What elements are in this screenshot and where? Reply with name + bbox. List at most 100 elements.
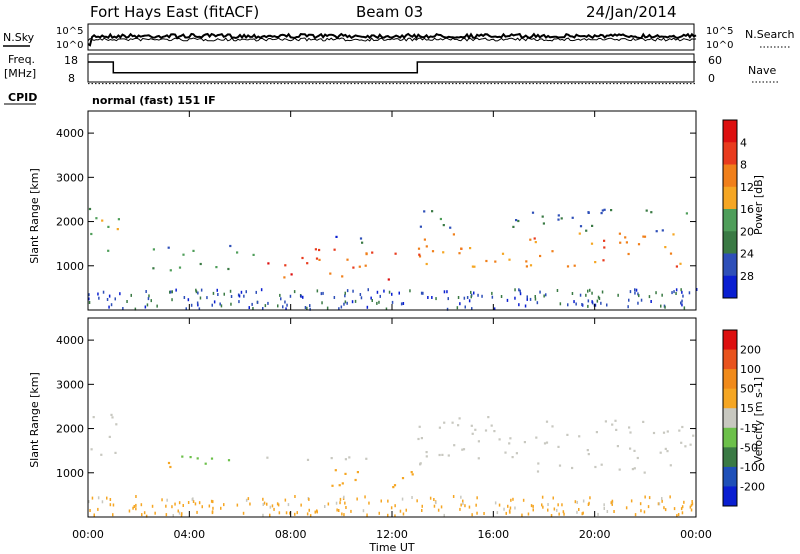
data-cell (477, 457, 480, 460)
data-cell (624, 236, 627, 239)
noise-cell (581, 303, 583, 306)
noise-cell (300, 294, 302, 298)
data-cell (371, 251, 374, 254)
data-cell (525, 265, 528, 268)
noise-cell (308, 497, 310, 501)
noise-cell (169, 290, 172, 294)
noise-cell (343, 513, 345, 517)
noise-cell (435, 297, 437, 301)
noise-cell (498, 503, 501, 507)
noise-cell (185, 307, 187, 311)
noise-cell (343, 495, 345, 499)
noise-cell (212, 506, 214, 510)
data-cell (196, 457, 199, 460)
noise-cell (206, 296, 208, 300)
noise-cell (574, 500, 577, 504)
data-cell (341, 482, 344, 485)
noise-cell (503, 507, 505, 511)
data-cell (534, 241, 537, 244)
nsearch-bottom-tick: 10^0 (706, 40, 733, 51)
colorbar-frame (722, 329, 738, 507)
data-cell (471, 432, 474, 435)
data-cell (578, 435, 581, 438)
noise-cell (603, 507, 605, 510)
noise-cell (172, 514, 174, 517)
data-cell (110, 413, 113, 416)
data-cell (669, 252, 673, 255)
data-cell (591, 224, 594, 227)
noise-cell (512, 497, 514, 501)
data-cell (364, 264, 367, 267)
colorbar-segment (723, 275, 737, 299)
noise-cell (196, 301, 199, 305)
data-cell (418, 425, 421, 428)
data-cell (509, 437, 512, 440)
noise-cell (376, 290, 379, 294)
noise-cell (340, 305, 343, 309)
noise-cell (165, 504, 167, 508)
velocity-panel-frame (87, 317, 697, 518)
nave-label: Nave (748, 64, 776, 77)
noise-cell (174, 502, 176, 506)
freq-label-1: Freq. (8, 53, 35, 66)
noise-cell (567, 303, 569, 307)
data-cell (662, 431, 666, 434)
noise-cell (195, 288, 197, 292)
noise-cell (545, 293, 547, 297)
noise-cell (677, 513, 680, 516)
noise-cell (606, 510, 609, 513)
data-cell (114, 451, 117, 454)
noise-cell (409, 289, 411, 293)
noise-cell (530, 504, 533, 508)
data-cell (558, 464, 562, 467)
noise-cell (89, 509, 91, 512)
noise-cell (190, 303, 193, 307)
noise-cell (220, 506, 222, 510)
noise-cell (596, 299, 599, 303)
data-cell (600, 212, 603, 215)
data-cell (306, 458, 310, 461)
colorbar-tick-label: 200 (740, 344, 761, 357)
colorbar-segment (723, 253, 737, 277)
noise-cell (536, 301, 539, 305)
noise-cell (427, 296, 429, 299)
noise-cell (681, 505, 684, 509)
data-cell (107, 249, 110, 252)
noise-cell (150, 299, 152, 303)
data-cell (453, 444, 456, 447)
noise-cell (575, 302, 577, 306)
noise-cell (380, 499, 382, 503)
noise-cell (481, 294, 483, 298)
data-cell (542, 222, 545, 225)
noise-cell (108, 305, 110, 309)
noise-cell (134, 307, 137, 311)
noise-cell (598, 297, 601, 300)
x-tick-label: 16:00 (477, 528, 509, 541)
noise-cell (603, 503, 605, 507)
noise-cell (278, 511, 281, 515)
noise-cell (671, 291, 673, 295)
data-cell (418, 253, 421, 256)
noise-cell (573, 300, 575, 304)
data-cell (329, 272, 332, 275)
noise-cell (336, 508, 338, 512)
noise-cell (579, 293, 582, 297)
noise-cell (108, 294, 111, 298)
nave-top-tick: 60 (708, 54, 722, 67)
noise-cell (346, 289, 349, 293)
data-cell (425, 455, 428, 458)
noise-cell (591, 291, 593, 295)
noise-cell (187, 298, 190, 302)
data-cell (470, 424, 473, 427)
noise-cell (660, 304, 662, 308)
data-cell (111, 416, 114, 419)
noise-cell (289, 294, 292, 298)
noise-cell (470, 293, 473, 297)
noise-cell (324, 505, 326, 508)
noise-cell (459, 507, 461, 511)
noise-cell (171, 290, 173, 294)
noise-cell (212, 500, 214, 504)
noise-cell (664, 305, 666, 309)
noise-cell (237, 293, 240, 297)
noise-cell (282, 305, 284, 309)
